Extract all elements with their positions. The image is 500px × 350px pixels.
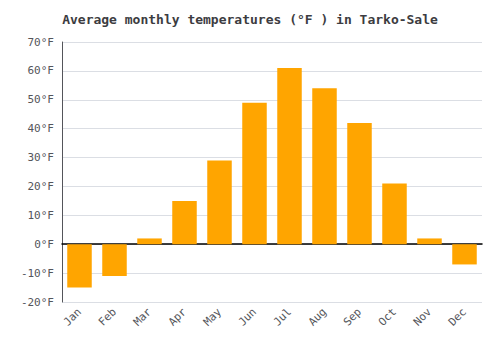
svg-text:-10°F: -10°F: [21, 267, 54, 280]
svg-text:50°F: 50°F: [28, 93, 55, 106]
svg-text:Feb: Feb: [96, 305, 119, 328]
svg-text:70°F: 70°F: [28, 36, 55, 49]
svg-text:Oct: Oct: [376, 305, 399, 328]
svg-text:20°F: 20°F: [28, 180, 55, 193]
svg-text:30°F: 30°F: [28, 151, 55, 164]
svg-text:Nov: Nov: [411, 305, 434, 328]
svg-text:Jan: Jan: [61, 305, 84, 328]
svg-text:10°F: 10°F: [28, 209, 55, 222]
svg-text:May: May: [201, 305, 224, 328]
svg-text:Jun: Jun: [236, 305, 259, 328]
svg-text:Jul: Jul: [271, 305, 294, 328]
svg-text:Apr: Apr: [166, 305, 189, 328]
svg-text:60°F: 60°F: [28, 64, 55, 77]
svg-text:0°F: 0°F: [34, 238, 54, 251]
svg-text:Aug: Aug: [306, 305, 329, 328]
svg-text:-20°F: -20°F: [21, 296, 54, 309]
svg-text:Dec: Dec: [446, 305, 469, 328]
svg-text:40°F: 40°F: [28, 122, 55, 135]
svg-text:Mar: Mar: [131, 305, 154, 328]
svg-text:Sep: Sep: [341, 305, 364, 328]
svg-text:Average monthly temperatures (: Average monthly temperatures (°F ) in Ta…: [62, 12, 438, 27]
